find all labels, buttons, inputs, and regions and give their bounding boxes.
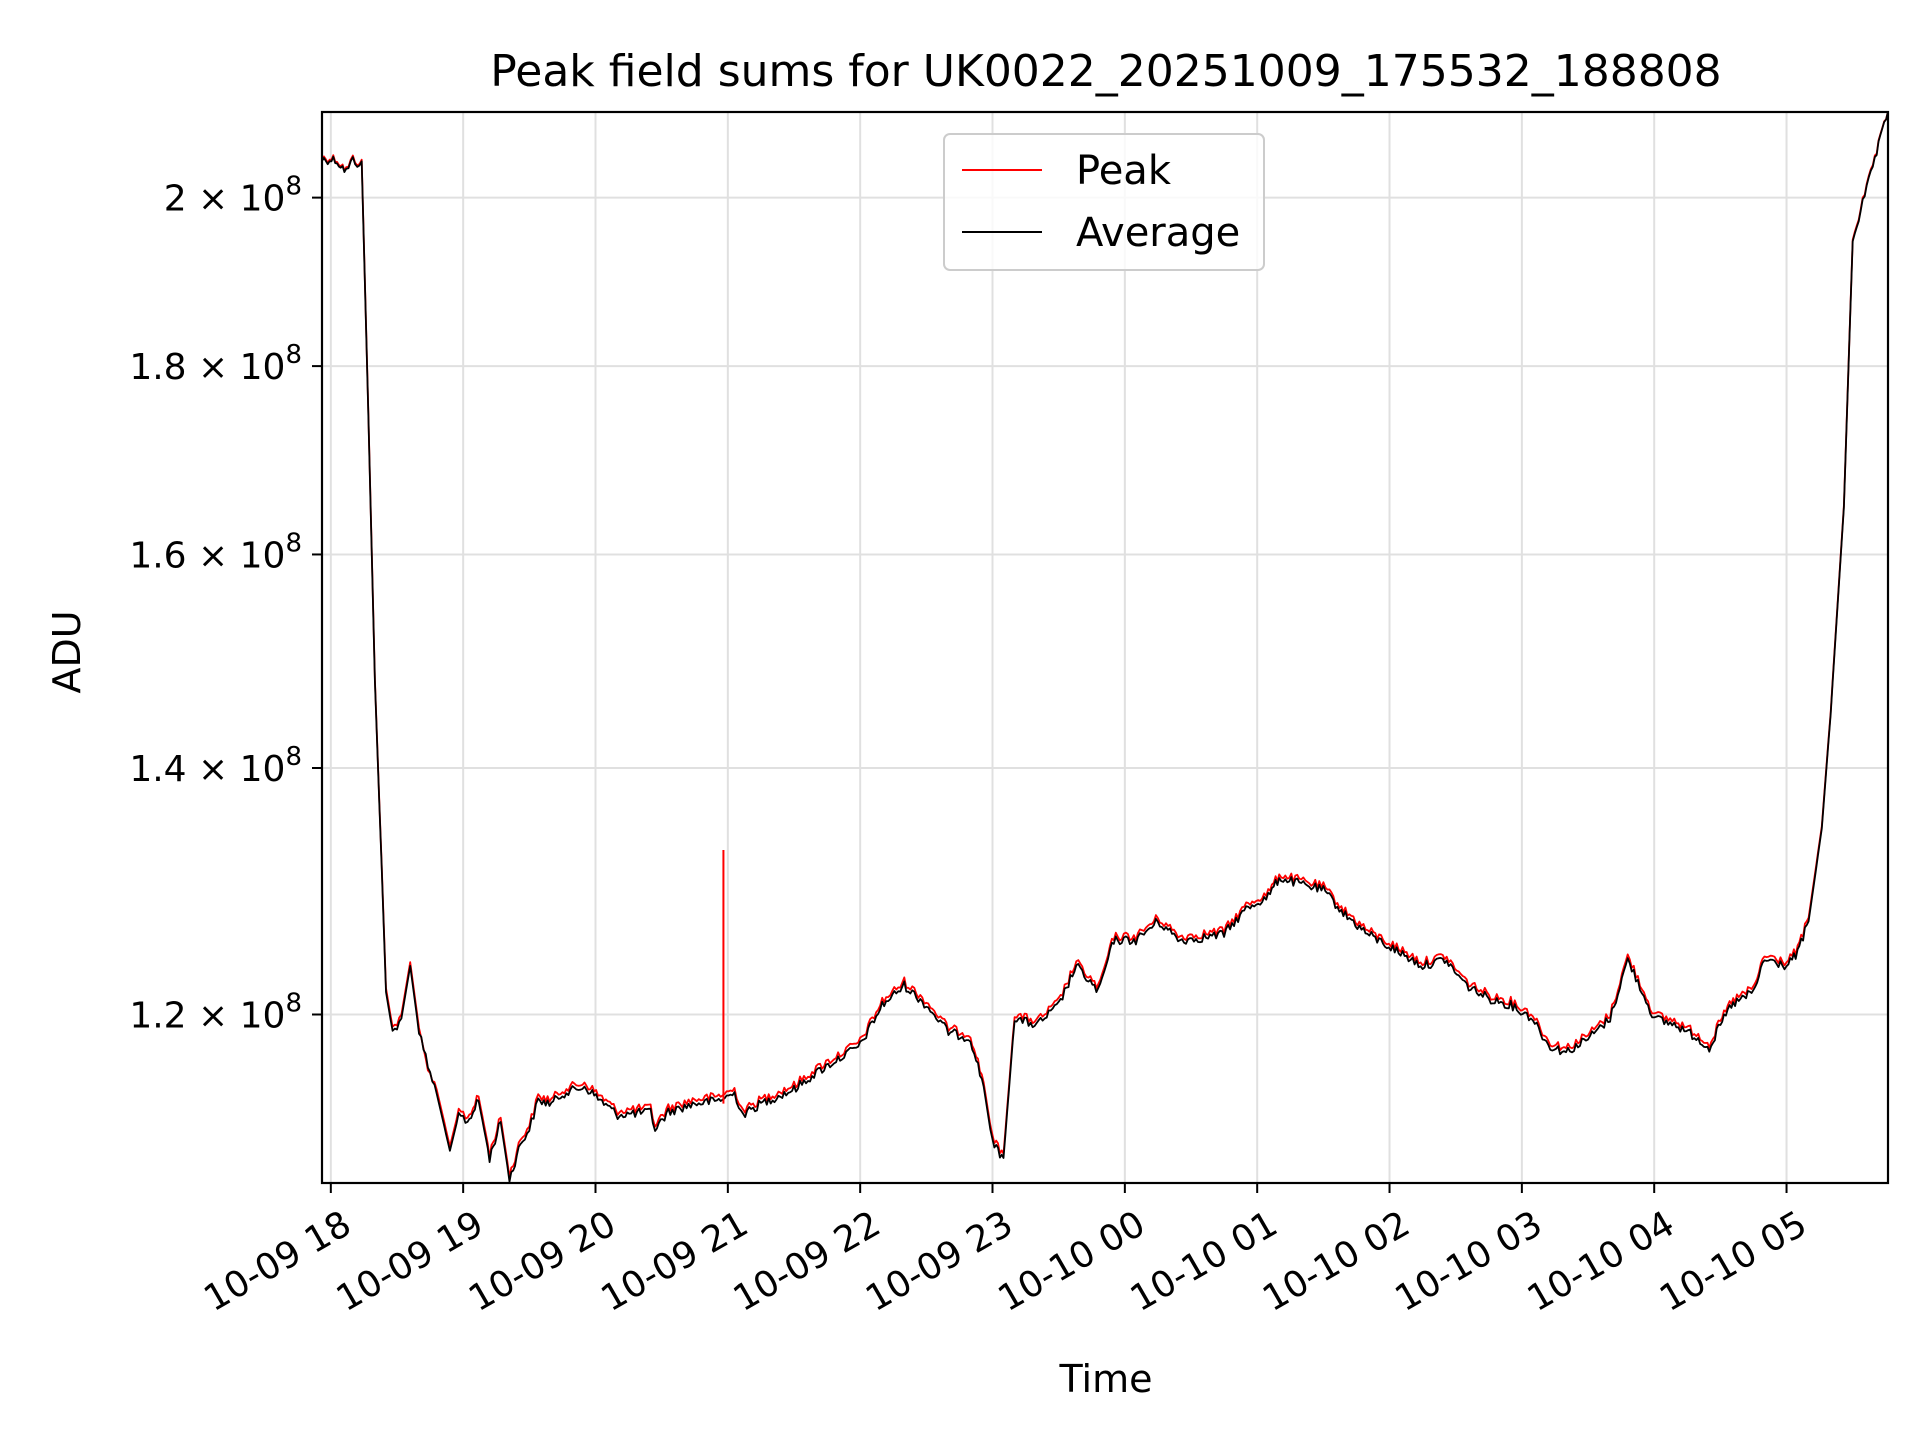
y-tick-exponent: 8: [285, 742, 302, 772]
legend-label-peak: Peak: [1076, 148, 1172, 194]
plot-frame: [320, 110, 1890, 1185]
x-axis-label: Time: [1059, 1357, 1153, 1401]
y-tick-mantissa: 1.4: [129, 749, 186, 790]
legend-label-average: Average: [1076, 210, 1240, 256]
y-tick-mantissa: 1.8: [129, 347, 186, 388]
y-tick-mantissa: 2: [164, 179, 187, 220]
y-tick-exponent: 8: [285, 989, 302, 1019]
chart-title: Peak field sums for UK0022_20251009_1755…: [490, 46, 1721, 97]
y-tick-mantissa: 1.2: [129, 996, 186, 1037]
y-tick-base: × 10: [187, 179, 286, 220]
y-tick-label: 1.4 × 108: [129, 742, 302, 790]
y-axis-label: ADU: [45, 610, 89, 693]
legend: Peak Average: [943, 133, 1265, 271]
x-tick-label: 10-09 19: [330, 1203, 491, 1319]
series-line-average: [321, 111, 1889, 1183]
x-tick-label: 10-09 21: [594, 1203, 755, 1319]
y-tick-label: 1.2 × 108: [129, 989, 302, 1037]
y-tick-base: × 10: [187, 347, 286, 388]
y-tick-exponent: 8: [285, 172, 302, 202]
grid-lines: [322, 112, 1888, 1183]
series-layer: [321, 111, 1889, 1183]
x-tick-label: 10-10 02: [1256, 1203, 1417, 1319]
y-tick-mantissa: 1.6: [129, 535, 186, 576]
x-tick-label: 10-10 03: [1388, 1203, 1549, 1319]
y-tick-base: × 10: [187, 535, 286, 576]
x-tick-label: 10-09 20: [462, 1203, 623, 1319]
y-tick-label: 1.6 × 108: [129, 528, 302, 576]
x-tick-label: 10-10 00: [991, 1203, 1152, 1319]
x-tick-label: 10-09 18: [197, 1203, 358, 1319]
y-tick-exponent: 8: [285, 528, 302, 558]
x-tick-label: 10-09 22: [727, 1203, 888, 1319]
y-tick-exponent: 8: [285, 340, 302, 370]
series-line-peak: [321, 111, 1889, 1179]
y-tick-base: × 10: [187, 749, 286, 790]
legend-box: [943, 133, 1265, 271]
x-tick-label: 10-10 04: [1521, 1203, 1682, 1319]
x-tick-label: 10-10 05: [1653, 1203, 1814, 1319]
y-tick-base: × 10: [187, 996, 286, 1037]
x-tick-label: 10-10 01: [1124, 1203, 1285, 1319]
x-tick-label: 10-09 23: [859, 1203, 1020, 1319]
y-tick-label: 1.8 × 108: [129, 340, 302, 388]
y-tick-label: 2 × 108: [164, 172, 302, 220]
